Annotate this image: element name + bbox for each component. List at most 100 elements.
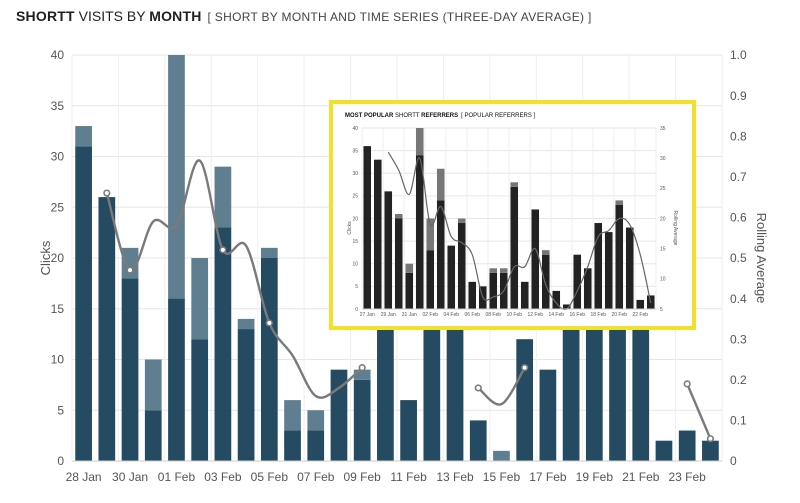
- rolling-average-path: [686, 383, 712, 440]
- chart-title: SHORTT VISITS BY MONTH [ SHORT BY MONTH A…: [16, 8, 592, 24]
- x-tick-label: 11 Feb: [390, 470, 427, 484]
- inset-subtitle: [ POPULAR REFERRERS ]: [461, 113, 535, 119]
- x-tick-label: 20 Feb: [611, 312, 627, 318]
- x-tick-label: 21 Feb: [622, 470, 660, 484]
- inset-title-bold-1: MOST POPULAR: [345, 113, 394, 119]
- y-tick-label: 40: [51, 48, 65, 62]
- inset-title-normal: SHORTT: [393, 113, 421, 119]
- x-tick-label: 28 Jan: [66, 470, 102, 484]
- bar-segment: [436, 168, 445, 201]
- y2-tick-label: 0: [730, 454, 737, 468]
- x-tick-label: 30 Jan: [112, 470, 148, 484]
- y2-tick-label: 10: [660, 277, 666, 283]
- bar-segment: [615, 200, 624, 205]
- x-tick-label: 08 Feb: [485, 312, 501, 318]
- x-tick-label: 13 Feb: [436, 470, 474, 484]
- y2-tick-label: 1.0: [730, 48, 747, 62]
- x-tick-label: 29 Jan: [381, 312, 396, 318]
- bar-segment: [446, 318, 464, 461]
- rolling-average-path: [387, 151, 652, 311]
- bar-segment: [214, 227, 232, 461]
- bar-segment: [636, 299, 645, 309]
- bar-segment: [394, 213, 403, 219]
- y-axis-label: Clicks: [38, 240, 53, 275]
- bar-segment: [573, 254, 582, 309]
- line-point: [521, 364, 529, 372]
- line-point: [474, 384, 482, 392]
- bar-segment: [400, 400, 417, 461]
- line-point: [265, 319, 273, 327]
- inset-axes: 0 5 10 15 20 25 30 35 40 5 10 15 20 25 30 35 27 Jan 29 Ja…: [352, 126, 665, 318]
- x-tick-label: 27 Jan: [360, 312, 375, 318]
- x-tick-label: 10 Feb: [506, 312, 522, 318]
- bar-segment: [415, 128, 424, 156]
- line-point: [219, 246, 227, 254]
- line-point: [126, 266, 134, 274]
- bar-segment: [499, 268, 508, 273]
- y-tick-label: 10: [352, 262, 358, 268]
- x-tick-label: 01 Feb: [158, 470, 196, 484]
- x-tick-label: 02 Feb: [422, 312, 438, 318]
- bar-segment: [457, 223, 466, 309]
- bar-segment: [426, 250, 435, 309]
- bar-segment: [307, 410, 325, 431]
- x-tick-label: 06 Feb: [464, 312, 480, 318]
- bar-segment: [423, 318, 441, 461]
- bar-segment: [604, 232, 613, 309]
- bar-segment: [214, 166, 232, 228]
- bar-segment: [394, 218, 403, 309]
- bar-segment: [260, 247, 278, 258]
- inset-title: MOST POPULAR SHORTT REFERRERS[ POPULAR R…: [345, 113, 536, 119]
- bar-segment: [121, 247, 139, 279]
- bar-segment: [75, 126, 92, 147]
- bar-segment: [531, 209, 540, 309]
- x-tick-label: 16 Feb: [569, 312, 585, 318]
- y-tick-label: 0: [57, 454, 64, 468]
- line-point: [103, 189, 111, 197]
- bar-segment: [415, 155, 424, 309]
- inset-y2-axis-label: Rolling Average: [672, 211, 678, 246]
- y2-tick-label: 0.1: [730, 414, 747, 428]
- bar-segment: [168, 298, 185, 461]
- inset-line: [387, 151, 652, 311]
- y-tick-label: 0: [355, 307, 358, 313]
- bar-segment: [98, 197, 116, 461]
- bar-segment: [237, 318, 255, 330]
- x-tick-label: 09 Feb: [343, 470, 381, 484]
- bar-segment: [75, 146, 92, 461]
- bar-segment: [307, 430, 325, 461]
- bar-segment: [585, 318, 603, 461]
- bar-segment: [552, 290, 561, 309]
- line-point: [358, 364, 366, 372]
- inset-title-bold-2: REFERRERS: [421, 113, 458, 119]
- bar-segment: [405, 272, 414, 309]
- y-tick-label: 30: [51, 150, 65, 164]
- bar-segment: [330, 369, 348, 461]
- bar-segment: [678, 430, 696, 461]
- bar-segment: [144, 410, 162, 461]
- bar-segment: [594, 223, 603, 309]
- bar-segment: [121, 278, 139, 461]
- y2-tick-label: 20: [660, 216, 666, 222]
- y2-tick-label: 0.7: [730, 170, 747, 184]
- y2-tick-label: 0.4: [730, 292, 747, 306]
- x-tick-label: 17 Feb: [529, 470, 567, 484]
- inset-bars: [363, 128, 655, 309]
- y-tick-label: 25: [352, 194, 358, 200]
- bar-segment: [468, 281, 477, 309]
- y2-tick-label: 0.6: [730, 211, 747, 225]
- bar-segment: [510, 182, 519, 187]
- y2-tick-label: 0.9: [730, 89, 747, 103]
- x-tick-label: 04 Feb: [443, 312, 459, 318]
- y2-tick-label: 5: [660, 307, 663, 313]
- x-tick-label: 31 Jan: [402, 312, 417, 318]
- bar-segment: [191, 258, 209, 340]
- bar-segment: [615, 204, 624, 309]
- x-tick-label: 15 Feb: [483, 470, 521, 484]
- bar-segment: [237, 329, 255, 461]
- y2-tick-label: 0.5: [730, 251, 747, 265]
- bar-segment: [405, 263, 414, 273]
- x-tick-label: 22 Feb: [632, 312, 648, 318]
- bar-segment: [457, 218, 466, 224]
